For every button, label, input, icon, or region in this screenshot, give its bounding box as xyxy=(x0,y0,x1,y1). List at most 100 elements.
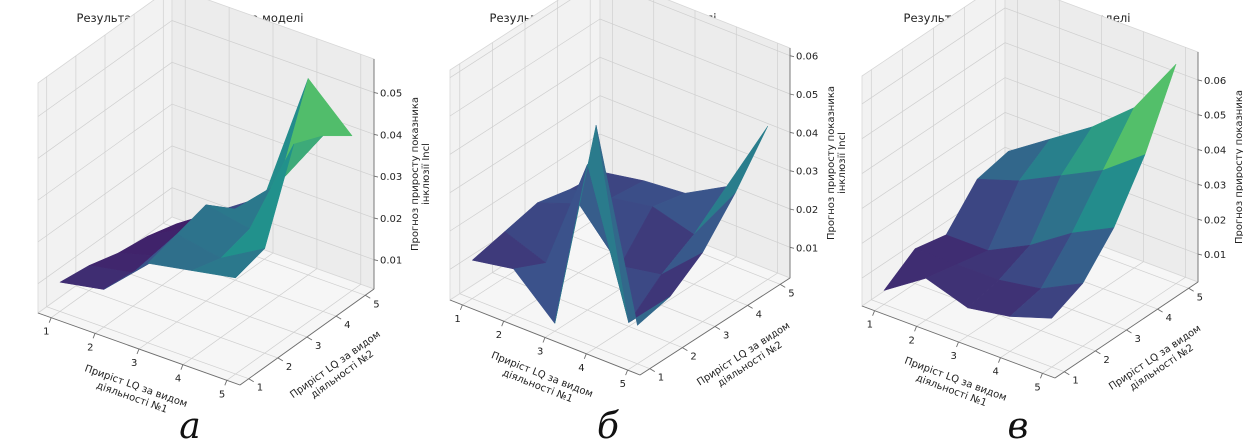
z-axis-label-line: інклюзії Incl xyxy=(836,132,848,194)
y-tick-label: 5 xyxy=(788,288,794,299)
y-tick-mark xyxy=(649,368,656,373)
x-tick-mark xyxy=(956,341,959,348)
z-grid-line xyxy=(449,0,791,78)
z-grid-line xyxy=(449,56,791,155)
y-tick-label: 4 xyxy=(344,320,350,331)
y-tick-label: 1 xyxy=(257,383,263,394)
z-tick-mark xyxy=(789,55,795,58)
z-grid-line xyxy=(861,7,1199,105)
caption-a: а xyxy=(179,406,200,447)
x-tick-label: 1 xyxy=(867,320,873,331)
z-tick-label: 0.03 xyxy=(380,172,402,183)
y-grid-line xyxy=(75,55,279,359)
y-tick-mark xyxy=(747,305,753,309)
x-tick-mark xyxy=(136,348,140,355)
z-grid-line xyxy=(37,20,375,117)
z-tick-label: 0.02 xyxy=(1204,215,1226,226)
x-tick-mark xyxy=(1039,373,1043,379)
y-tick-mark xyxy=(714,326,721,330)
y-tick-label: 1 xyxy=(658,373,664,384)
y-tick-label: 5 xyxy=(1197,292,1203,303)
x-tick-mark xyxy=(998,357,1001,363)
z-axis-label-line: Прогноз приросту показника xyxy=(1234,90,1243,244)
x-tick-mark xyxy=(48,317,52,323)
y-grid-line xyxy=(492,42,683,348)
y-tick-label: 3 xyxy=(1135,334,1141,345)
x-tick-mark xyxy=(914,326,917,332)
y-grid-line xyxy=(46,76,249,380)
x-tick-label: 4 xyxy=(578,363,584,374)
z-tick-mark xyxy=(789,93,795,96)
z-grid-line xyxy=(449,133,791,232)
y-tick-mark xyxy=(1126,329,1132,334)
z-axis-label: Прогноз приросту показника інклюзії Incl xyxy=(826,86,848,240)
z-axis-label-line: Прогноз приросту показника xyxy=(826,86,837,240)
surface-face xyxy=(1009,283,1084,319)
z-grid-line xyxy=(37,187,375,284)
x-tick-mark xyxy=(459,304,463,311)
x-tick-label: 2 xyxy=(496,330,502,341)
x-tick-label: 3 xyxy=(951,351,957,362)
x-tick-label: 5 xyxy=(219,389,225,400)
y-tick-label: 2 xyxy=(1103,355,1109,366)
z-tick-mark xyxy=(1197,218,1203,221)
z-tick-mark xyxy=(1197,149,1203,152)
z-tick-label: 0.01 xyxy=(796,243,818,254)
y-tick-mark xyxy=(682,347,688,351)
z-axis-label-line: інклюзії Incl xyxy=(420,143,432,205)
z-tick-label: 0.03 xyxy=(796,167,818,178)
x-tick-mark xyxy=(224,380,228,386)
x-grid-line xyxy=(586,26,737,355)
y-tick-mark xyxy=(248,378,254,383)
z-tick-label: 0.04 xyxy=(380,130,402,141)
z-tick-label: 0.01 xyxy=(380,256,402,267)
x-grid-line xyxy=(138,23,274,350)
x-tick-label: 2 xyxy=(909,335,915,346)
z-tick-mark xyxy=(373,133,379,136)
y-tick-mark xyxy=(1095,350,1101,355)
z-grid-line xyxy=(861,42,1199,139)
y-tick-label: 4 xyxy=(1166,313,1172,324)
surface-face xyxy=(190,248,266,279)
z-tick-mark xyxy=(789,170,795,173)
z-tick-mark xyxy=(789,131,795,134)
y-tick-label: 5 xyxy=(373,299,379,310)
y-tick-mark xyxy=(306,336,313,341)
z-axis-label: Прогноз приросту показника інклюзії Incl xyxy=(410,97,432,251)
x-tick-label: 4 xyxy=(992,367,998,378)
z-tick-mark xyxy=(373,217,379,220)
z-tick-mark xyxy=(1197,114,1203,117)
y-tick-label: 4 xyxy=(756,309,762,320)
z-tick-mark xyxy=(373,259,379,262)
x-tick-mark xyxy=(180,364,184,370)
z-axis-label-line: Прогноз приросту показника xyxy=(410,97,421,251)
x-tick-mark xyxy=(872,310,876,316)
chart-panel-a: Результати прогнозування на моделіRandom… xyxy=(37,0,432,416)
x-tick-label: 4 xyxy=(175,374,181,385)
z-grid-line xyxy=(861,146,1199,244)
z-tick-mark xyxy=(789,246,795,249)
y-grid-line xyxy=(162,0,366,296)
y-tick-mark xyxy=(1188,287,1194,292)
x-tick-mark xyxy=(583,353,587,359)
y-grid-line xyxy=(459,63,650,370)
z-tick-mark xyxy=(1197,183,1203,186)
y-tick-mark xyxy=(335,315,342,320)
z-tick-mark xyxy=(1197,79,1203,82)
z-tick-label: 0.03 xyxy=(1204,180,1226,191)
z-grid-line xyxy=(449,95,791,193)
y-tick-mark xyxy=(365,294,371,299)
y-tick-mark xyxy=(1064,371,1070,376)
x-tick-label: 3 xyxy=(537,347,543,358)
y-tick-label: 3 xyxy=(723,331,729,342)
z-tick-label: 0.05 xyxy=(796,90,818,101)
y-tick-label: 2 xyxy=(286,362,292,373)
x-grid-line xyxy=(226,54,362,381)
x-grid-line xyxy=(627,43,778,371)
